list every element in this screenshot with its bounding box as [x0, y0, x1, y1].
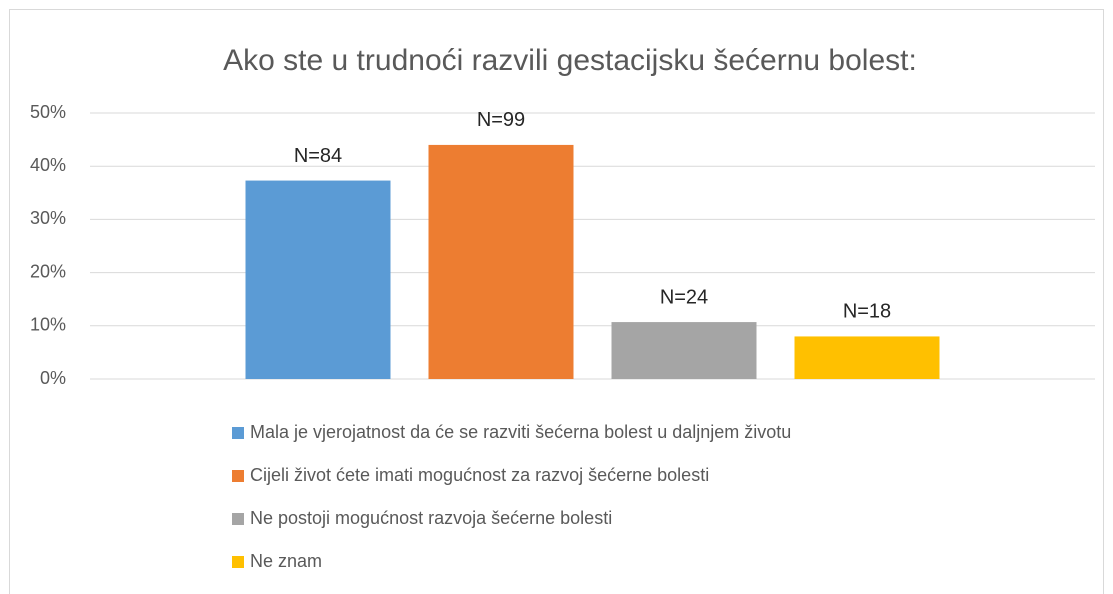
legend-swatch — [232, 427, 244, 439]
legend-swatch — [232, 513, 244, 525]
legend-swatch — [232, 470, 244, 482]
legend-label: Ne znam — [250, 551, 322, 571]
bar — [611, 322, 757, 379]
y-tick-label: 40% — [30, 155, 66, 175]
bar — [245, 180, 391, 379]
y-tick-label: 20% — [30, 261, 66, 281]
data-label: N=18 — [843, 301, 891, 323]
y-tick-label: 10% — [30, 315, 66, 335]
y-tick-label: 30% — [30, 208, 66, 228]
data-label: N=24 — [660, 286, 708, 308]
legend-label: Mala je vjerojatnost da će se razviti še… — [250, 422, 791, 442]
chart-title: Ako ste u trudnoći razvili gestacijsku š… — [223, 44, 917, 77]
legend-swatch — [232, 556, 244, 568]
bar — [794, 336, 940, 379]
legend-label: Cijeli život ćete imati mogućnost za raz… — [250, 465, 709, 485]
data-label: N=99 — [477, 109, 525, 131]
data-label: N=84 — [294, 145, 342, 167]
y-tick-label: 50% — [30, 102, 66, 122]
y-tick-label: 0% — [40, 368, 66, 388]
legend-label: Ne postoji mogućnost razvoja šećerne bol… — [250, 508, 612, 528]
bar — [428, 144, 574, 379]
